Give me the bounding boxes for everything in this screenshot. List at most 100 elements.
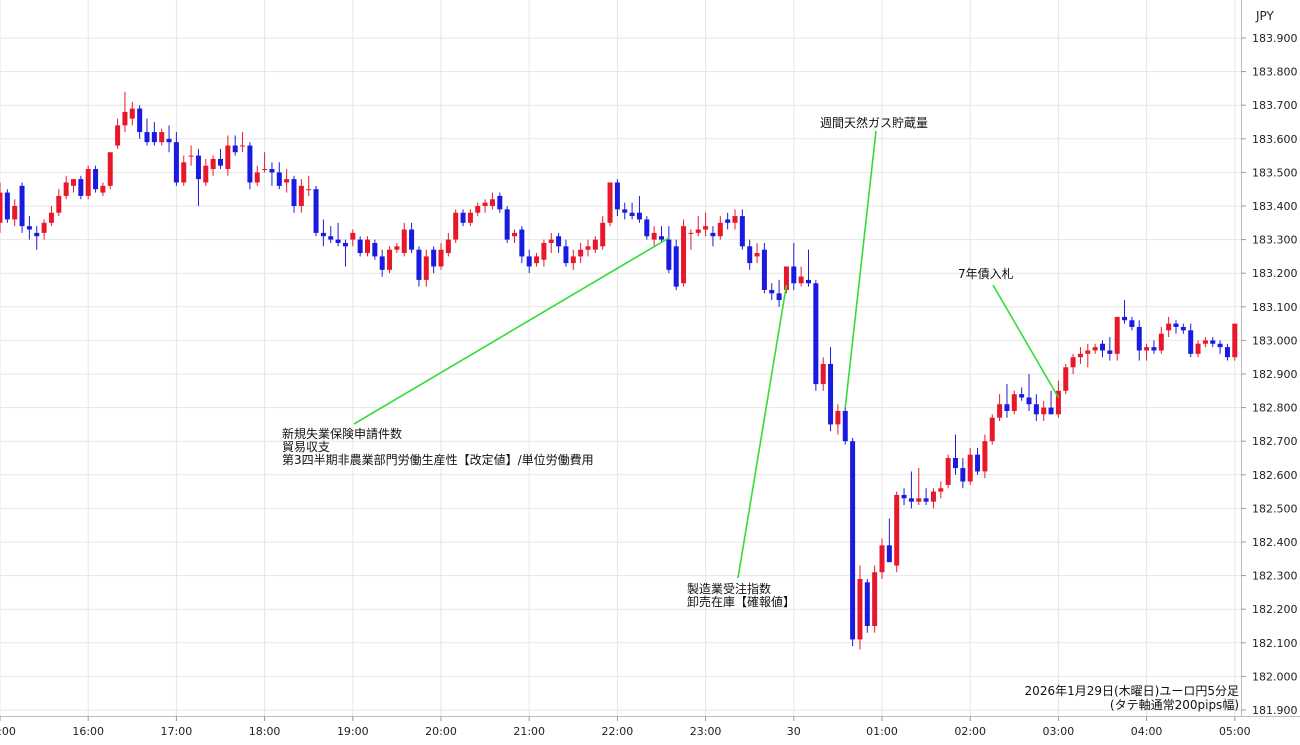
chart-caption-line-2: (タテ軸通常200pips幅) <box>1110 697 1239 712</box>
candle-body-up <box>695 229 701 233</box>
candle-body-down <box>953 458 958 469</box>
candle-body-up <box>945 458 951 485</box>
candle-body-down <box>1151 347 1157 351</box>
candle-body-down <box>960 468 966 482</box>
candle-body-up <box>717 222 723 237</box>
y-tick-label: 182.900 <box>1252 368 1298 381</box>
candle-body-up <box>585 246 591 250</box>
candle-body-up <box>423 256 429 280</box>
candle-body-down <box>460 212 466 223</box>
candle-body-up <box>210 158 216 170</box>
candle-body-up <box>225 145 231 170</box>
candle-body-up <box>298 185 304 206</box>
candle-body-up <box>159 132 165 143</box>
candle-body-up <box>989 417 995 442</box>
x-tick-label: 19:00 <box>337 725 369 738</box>
candle-body-up <box>703 226 709 230</box>
candle-body-up <box>438 249 444 267</box>
candle-body-up <box>401 229 407 254</box>
currency-label: JPY <box>1255 9 1275 23</box>
candle-body-up <box>48 212 54 223</box>
candle-body-down <box>1048 407 1054 415</box>
candle-body-down <box>806 279 811 284</box>
y-tick-label: 183.800 <box>1252 66 1298 79</box>
candle-body-down <box>504 209 510 240</box>
annotation-label: 製造業受注指数 <box>687 581 771 596</box>
candle-body-down <box>357 239 363 254</box>
candle-body-up <box>857 578 863 640</box>
candle-body-down <box>842 410 848 442</box>
candle-body-up <box>548 239 554 243</box>
candle-body-up <box>938 488 944 492</box>
annotation-label: 第3四半期非農業部門労働生産性【改定値】/単位労働費用 <box>282 452 594 467</box>
annotation-connector <box>992 284 1060 398</box>
candle-body-down <box>328 236 334 240</box>
candle-body-up <box>1158 333 1164 351</box>
candle-body-up <box>1144 347 1150 351</box>
candle-body-down <box>34 232 40 237</box>
candle-body-up <box>1011 394 1017 411</box>
candle-body-up <box>254 172 260 183</box>
candle-body-up <box>967 454 973 482</box>
x-tick-label: 18:00 <box>249 725 281 738</box>
x-tick-label: 30 <box>787 725 801 738</box>
candle-body-down <box>886 545 892 563</box>
candle-body-up <box>129 108 135 119</box>
chart-caption-line-1: 2026年1月29日(木曜日)ユーロ円5分足 <box>1025 684 1239 698</box>
candle-body-down <box>813 283 819 385</box>
candles <box>0 91 1238 650</box>
candle-body-down <box>1122 316 1128 321</box>
candle-body-down <box>1100 343 1105 351</box>
annotation-label: 7年債入札 <box>958 266 1014 281</box>
candle-body-down <box>908 498 914 502</box>
candle-body-up <box>41 222 47 233</box>
candle-body-down <box>673 246 679 287</box>
annotation-label: 週間天然ガス貯蔵量 <box>820 115 928 130</box>
grid <box>0 0 1241 716</box>
candle-body-up <box>365 239 370 254</box>
time-axis: 15:00 16:00 17:00 18:00 19:00 20:00 21:00 22:00… <box>0 716 1251 738</box>
x-tick-label: 21:00 <box>513 725 545 738</box>
candle-body-up <box>1232 323 1238 358</box>
candle-body-down <box>666 239 672 270</box>
candle-body-up <box>85 169 91 196</box>
candle-body-up <box>1085 350 1091 354</box>
candle-body-down <box>497 195 503 210</box>
candle-body-down <box>195 155 201 180</box>
candle-body-up <box>394 246 400 250</box>
candle-body-down <box>379 256 385 270</box>
x-tick-label: 05:00 <box>1219 725 1251 738</box>
candle-body-up <box>453 212 459 240</box>
candle-body-up <box>681 226 687 284</box>
y-tick-label: 183.100 <box>1252 301 1298 314</box>
candle-body-up <box>1092 347 1098 351</box>
candle-body-down <box>864 582 870 626</box>
candle-body-up <box>63 182 69 196</box>
candle-body-down <box>4 192 10 220</box>
y-tick-label: 183.600 <box>1252 133 1298 146</box>
candle-body-up <box>732 216 738 223</box>
candle-body-up <box>688 232 694 234</box>
y-tick-label: 183.900 <box>1252 32 1298 45</box>
candle-body-down <box>901 494 907 499</box>
candle-body-down <box>850 441 856 640</box>
candle-body-up <box>306 189 312 191</box>
candle-body-down <box>269 169 275 173</box>
candle-body-up <box>1055 390 1061 415</box>
candle-body-down <box>1019 394 1025 398</box>
candle-body-down <box>769 290 775 294</box>
candle-body-up <box>203 165 209 183</box>
x-tick-label: 17:00 <box>161 725 193 738</box>
candle-body-down <box>1173 323 1179 327</box>
candle-body-down <box>629 212 635 217</box>
candle-body-up <box>651 232 657 240</box>
candle-body-down <box>1107 350 1113 354</box>
candle-body-up <box>1202 340 1208 344</box>
candle-body-up <box>188 155 194 157</box>
y-tick-label: 181.900 <box>1252 704 1298 717</box>
annotation-label: 新規失業保険申請件数 <box>282 426 402 441</box>
candle-body-up <box>872 572 878 626</box>
y-tick-label: 182.500 <box>1252 502 1298 515</box>
